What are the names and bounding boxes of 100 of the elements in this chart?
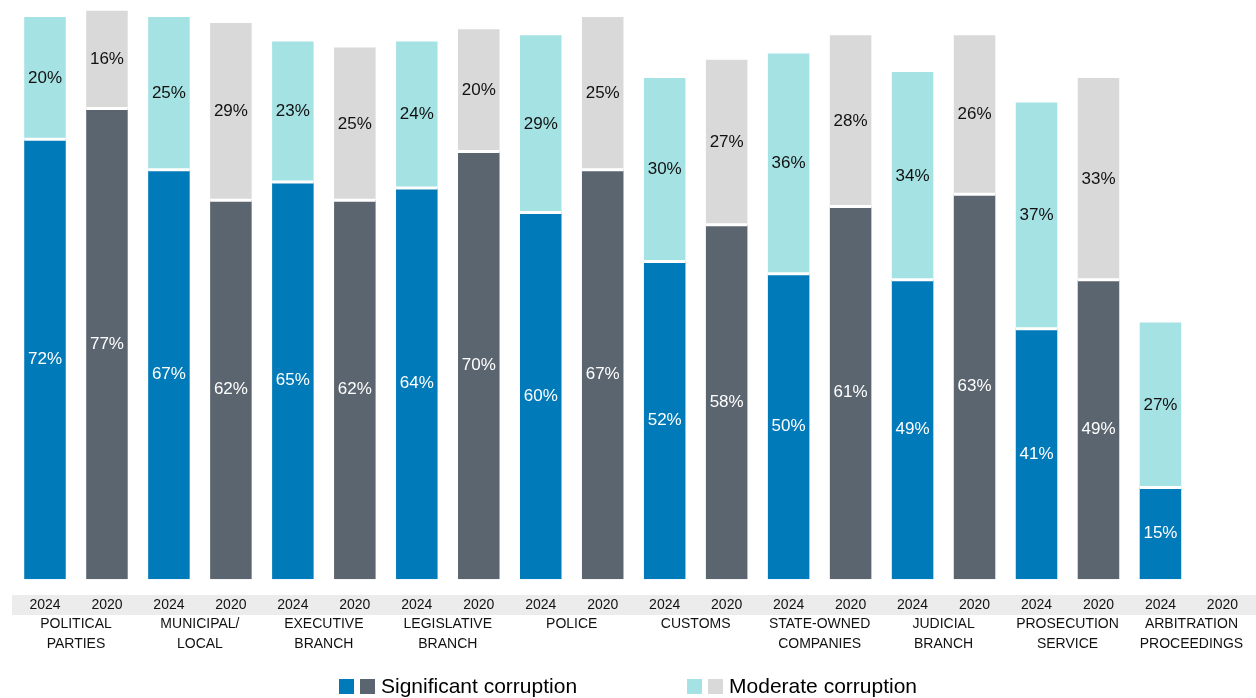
x-tick-label: 2024 <box>277 596 309 613</box>
bar <box>891 279 934 580</box>
bar <box>86 10 128 109</box>
data-label: 30% <box>647 159 682 179</box>
data-label: 27% <box>1143 394 1178 414</box>
x-tick-label: 2024 <box>1020 596 1053 613</box>
data-label: 26% <box>957 104 992 124</box>
data-label: 58% <box>709 391 744 411</box>
legend-label: Significant corruption <box>380 674 578 698</box>
data-label: 20% <box>461 79 496 99</box>
bar <box>1015 102 1058 329</box>
data-label: 60% <box>523 385 558 405</box>
bar <box>519 212 562 580</box>
data-label: 64% <box>399 373 434 393</box>
x-tick-label: 2020 <box>711 596 743 613</box>
text: PROSECUTION SERVICE <box>1016 615 1119 652</box>
x-tick-label: 2024 <box>1144 596 1177 613</box>
bar <box>24 16 66 140</box>
bar <box>519 35 562 213</box>
bar <box>767 53 810 274</box>
data-label: 36% <box>771 153 806 173</box>
x-tick-label: 2020 <box>215 596 247 613</box>
data-label: 25% <box>151 83 186 103</box>
data-label: 27% <box>709 131 744 151</box>
text: STATE-OWNED COMPANIES <box>768 615 871 652</box>
bar <box>829 35 872 207</box>
data-label: 34% <box>895 165 930 185</box>
data-label: 33% <box>1081 168 1116 188</box>
data-label: 20% <box>27 67 62 87</box>
data-label: 62% <box>213 379 248 399</box>
bar <box>24 139 66 580</box>
bar <box>272 41 314 182</box>
data-label: 28% <box>833 110 868 130</box>
data-label: 16% <box>89 49 124 69</box>
bar <box>891 71 934 280</box>
bar <box>396 41 438 189</box>
data-label: 70% <box>461 354 496 374</box>
x-tick-label: 2020 <box>1082 596 1115 613</box>
bar <box>334 47 376 201</box>
data-label: 29% <box>213 101 248 121</box>
data-label: 62% <box>337 379 372 399</box>
bar <box>581 16 624 170</box>
legend-label: Moderate corruption <box>729 674 918 698</box>
bar <box>210 200 252 580</box>
bar <box>1077 78 1120 280</box>
data-label: 41% <box>1019 443 1054 463</box>
data-label: 25% <box>337 113 372 133</box>
x-tick-label: 2020 <box>91 596 123 613</box>
bar <box>148 16 190 170</box>
data-label: 65% <box>275 370 310 390</box>
bar <box>643 78 686 262</box>
bar <box>210 23 252 201</box>
x-tick-label: 2024 <box>525 596 557 613</box>
bar <box>1139 322 1182 488</box>
x-tick-label: 2024 <box>897 596 929 613</box>
text: POLITICAL PARTIES <box>40 615 112 652</box>
x-tick-label: 2024 <box>153 596 185 613</box>
bar <box>272 181 314 580</box>
data-label: 52% <box>647 409 682 429</box>
x-tick-label: 2024 <box>29 596 61 613</box>
bar <box>705 224 748 580</box>
bar <box>148 169 190 580</box>
data-label: 72% <box>27 348 62 368</box>
text: LEGISLATIVE BRANCH <box>403 615 493 652</box>
bar <box>86 108 128 580</box>
x-tick-label: 2020 <box>463 596 495 613</box>
bar <box>1015 328 1058 580</box>
x-tick-label: 2020 <box>339 596 371 613</box>
data-label: 49% <box>1081 419 1116 439</box>
x-tick-label: 2020 <box>835 596 867 613</box>
bar <box>396 188 438 580</box>
data-label: 61% <box>833 382 868 402</box>
x-tick-label: 2020 <box>958 596 991 613</box>
data-label: 29% <box>523 113 558 133</box>
bar <box>1139 487 1182 580</box>
text: MUNICIPAL/ LOCAL <box>160 615 240 652</box>
bar <box>458 151 500 580</box>
text: CUSTOMS <box>660 615 731 632</box>
bar <box>953 35 996 195</box>
x-tick-label: 2024 <box>401 596 433 613</box>
bar <box>581 169 624 580</box>
bar <box>953 194 996 580</box>
text: POLICE <box>546 615 598 632</box>
x-tick-label: 2024 <box>773 596 805 613</box>
text: JUDICIAL BRANCH <box>912 615 975 652</box>
data-label: 25% <box>585 83 620 103</box>
bar <box>643 261 686 580</box>
bar <box>458 29 500 152</box>
data-label: 23% <box>275 101 310 121</box>
data-label: 50% <box>771 416 806 436</box>
bar <box>767 273 810 580</box>
data-label: 63% <box>957 376 992 396</box>
bar <box>829 206 872 580</box>
bar <box>705 59 748 225</box>
data-label: 49% <box>895 419 930 439</box>
x-tick-label: 2020 <box>587 596 619 613</box>
x-tick-label: 2024 <box>649 596 681 613</box>
bar <box>1077 279 1120 580</box>
bar <box>334 200 376 580</box>
data-label: 24% <box>399 104 434 124</box>
